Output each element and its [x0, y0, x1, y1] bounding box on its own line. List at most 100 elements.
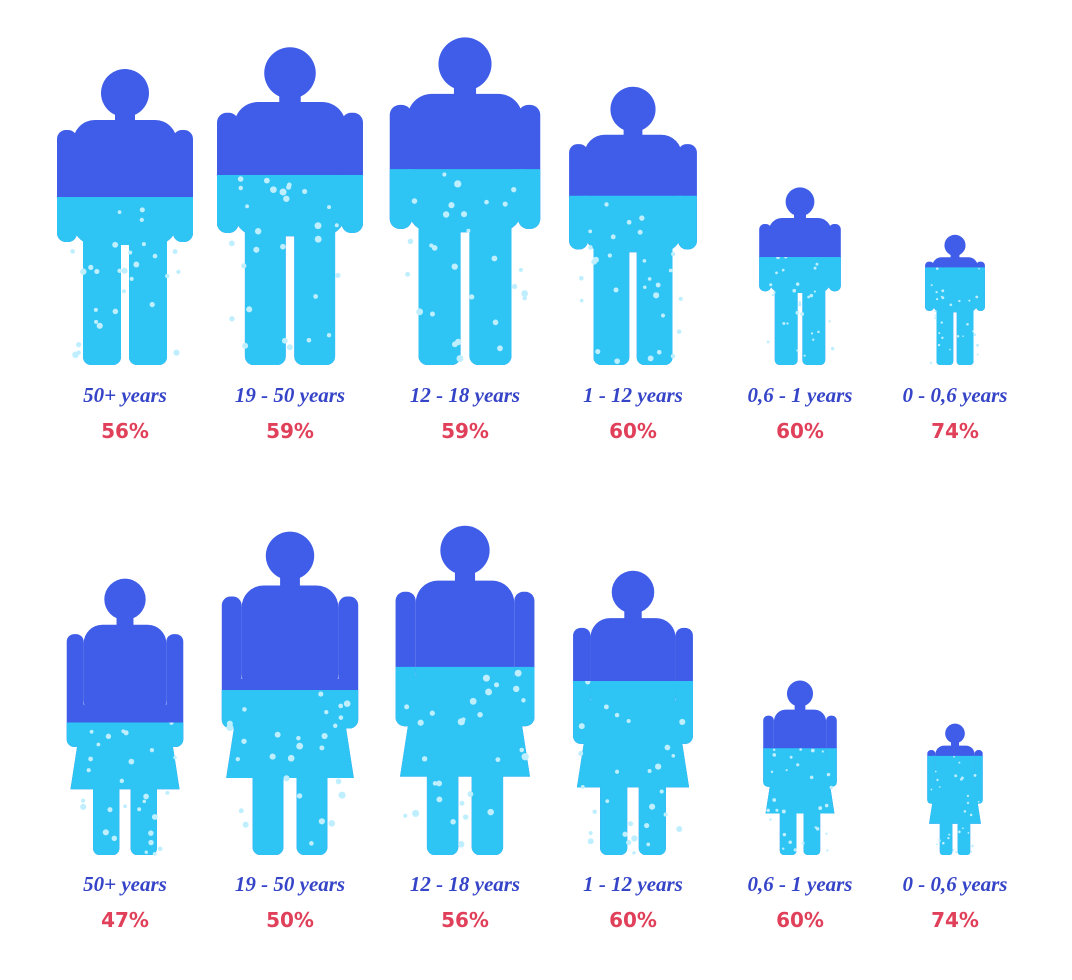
bubble [788, 840, 792, 844]
bubble [799, 748, 803, 751]
water-part [129, 225, 167, 365]
body-part [785, 187, 815, 217]
water-part [974, 755, 983, 804]
bubble [112, 241, 119, 248]
bubble [969, 813, 973, 817]
bubble [245, 204, 250, 209]
bubble [326, 333, 332, 338]
bubble [314, 222, 322, 230]
bubble [614, 769, 620, 774]
bubble [626, 718, 631, 724]
bubble [482, 674, 490, 682]
bubble [169, 722, 174, 725]
figure [66, 578, 184, 856]
bubble [128, 758, 135, 765]
bubble [334, 223, 339, 228]
bubble [938, 786, 941, 788]
bubble [676, 825, 683, 833]
water-part [389, 169, 412, 229]
bubble [117, 268, 122, 274]
bubble [655, 282, 661, 288]
bubble [803, 354, 806, 357]
water-fill [389, 169, 541, 365]
bubble [644, 822, 650, 829]
body-part [945, 723, 965, 744]
bubble [279, 188, 287, 196]
bubble [934, 314, 937, 317]
water-percent: 74% [931, 419, 979, 443]
bubble [102, 829, 109, 836]
bubble [242, 342, 249, 349]
bubble [775, 808, 779, 812]
water-part [600, 777, 628, 855]
water-part [93, 779, 120, 855]
bubble [938, 839, 941, 842]
bubble [678, 296, 683, 302]
body-part [415, 580, 515, 693]
bubble [242, 707, 247, 712]
bubble [448, 202, 455, 209]
water-part [226, 689, 354, 778]
bubble [429, 243, 434, 248]
bubble [405, 271, 411, 277]
bubble [94, 319, 99, 324]
bubble [966, 794, 970, 798]
bubble [813, 290, 816, 293]
bubble [335, 272, 341, 278]
body-part [83, 624, 167, 719]
bubble [775, 271, 778, 275]
bubble [302, 188, 308, 195]
bubble [521, 753, 529, 761]
bubble [521, 698, 526, 703]
bubble [246, 306, 253, 313]
bubble [973, 333, 977, 337]
figure [569, 86, 697, 365]
water-part [763, 748, 774, 787]
bubble [815, 262, 819, 266]
bubble [970, 850, 973, 853]
bubble [466, 228, 471, 233]
bubble [176, 269, 181, 275]
bubble [668, 268, 673, 273]
bubble [941, 296, 945, 300]
bubble [469, 294, 475, 300]
bubble [588, 830, 593, 836]
figure [389, 37, 541, 365]
bubble [343, 700, 351, 708]
bubble [769, 283, 773, 287]
bubble [807, 295, 810, 299]
bubble [459, 800, 465, 806]
bubble [112, 308, 119, 315]
bubble [937, 343, 941, 347]
bubble [773, 291, 776, 294]
bubble [157, 846, 163, 852]
water-part [957, 819, 971, 855]
bubble [513, 685, 520, 693]
body-part [786, 680, 814, 707]
bubble [671, 252, 676, 257]
water-fill [927, 755, 983, 855]
bubble [637, 229, 643, 235]
water-part [929, 783, 981, 824]
bubble [287, 754, 295, 762]
bubble [96, 322, 103, 329]
figure [925, 234, 985, 365]
bubble [296, 742, 304, 750]
bubble [782, 832, 787, 837]
bubble [824, 803, 829, 808]
bubble [436, 796, 443, 803]
bubble [149, 301, 155, 308]
bubble [70, 249, 75, 254]
bubble [580, 785, 585, 789]
age-label: 12 - 18 years [410, 383, 520, 407]
bubble [93, 307, 98, 312]
bubble [462, 814, 469, 820]
water-part [244, 214, 286, 365]
bubble [659, 789, 664, 794]
bubble [416, 308, 424, 316]
bubble [254, 228, 262, 235]
bubble [578, 751, 584, 757]
water-part [294, 214, 336, 365]
bubble [814, 826, 818, 829]
bubble [604, 202, 609, 207]
